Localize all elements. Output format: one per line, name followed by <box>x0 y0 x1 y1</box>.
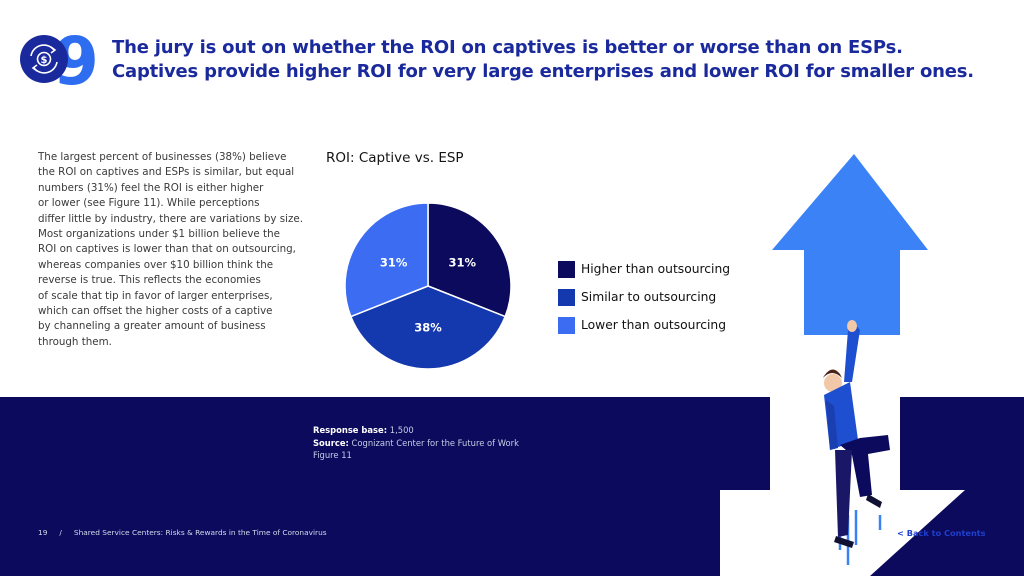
pie-label-0: 31% <box>449 256 477 270</box>
chart-title: ROI: Captive vs. ESP <box>326 150 464 166</box>
response-base-value: 1,500 <box>389 425 414 435</box>
pie-slice-2 <box>344 202 429 318</box>
legend-label-1: Similar to outsourcing <box>581 290 717 304</box>
figure-label: Figure 11 <box>313 450 352 461</box>
headline-line-1: The jury is out on whether the ROI on ca… <box>112 37 903 58</box>
pie-slice-1 <box>349 285 507 370</box>
source-value: Cognizant Center for the Future of Work <box>351 437 519 448</box>
legend-item-0: Higher than outsourcing <box>558 255 730 283</box>
section-badge: 9 $ <box>18 23 110 100</box>
page-number: 19 <box>38 528 48 537</box>
badge-circle <box>20 35 68 83</box>
body-paragraph: The largest percent of businesses (38%) … <box>38 151 303 348</box>
pie-label-1: 38% <box>414 321 442 335</box>
illustration <box>720 154 965 576</box>
arrow-up-icon <box>772 154 928 335</box>
pie-slice-0 <box>427 202 512 318</box>
legend-swatch-1 <box>558 288 575 306</box>
svg-text:$: $ <box>41 55 48 66</box>
legend-swatch-0 <box>558 260 575 278</box>
legend-swatch-2 <box>558 316 575 334</box>
back-to-contents-link[interactable]: < Back to Contents <box>897 528 986 538</box>
man-climbing-icon <box>823 320 890 548</box>
footer-separator: / <box>59 528 62 537</box>
source-label: Source: <box>313 437 349 448</box>
document-title: Shared Service Centers: Risks & Rewards … <box>73 528 327 537</box>
legend-item-1: Similar to outsourcing <box>558 283 730 311</box>
pie-chart: 31% 38% 31% <box>344 202 512 370</box>
dollar-refresh-icon <box>30 44 58 74</box>
source-block: Response base: 1,500 Source: Cognizant C… <box>313 424 519 462</box>
page-headline: The jury is out on whether the ROI on ca… <box>112 36 992 84</box>
legend-item-2: Lower than outsourcing <box>558 311 730 339</box>
pie-label-2: 31% <box>380 256 408 270</box>
chart-legend: Higher than outsourcing Similar to outsou… <box>558 255 730 339</box>
headline-line-2: Captives provide higher ROI for very lar… <box>112 61 974 82</box>
response-base-label: Response base: <box>313 425 388 435</box>
legend-label-2: Lower than outsourcing <box>581 318 727 332</box>
legend-label-0: Higher than outsourcing <box>581 262 731 276</box>
footer: 19 / Shared Service Centers: Risks & Rewar… <box>38 528 327 537</box>
